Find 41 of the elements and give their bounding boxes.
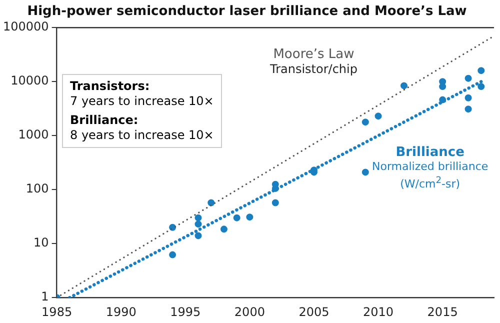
point (194, 214, 202, 222)
point (478, 83, 485, 90)
text: Moore’s Law (272, 47, 356, 62)
y-tick-label: 100000 (2, 20, 49, 34)
annotation: 7 years to increase 10× (70, 94, 214, 109)
annotation: Brilliance: (70, 113, 140, 128)
point (194, 232, 202, 240)
point (194, 220, 202, 228)
point (246, 214, 254, 221)
x-tick-label: 2010 (363, 304, 394, 319)
y-tick-label: 10000 (10, 74, 49, 88)
point (464, 74, 472, 82)
annotation: Transistor/chip (270, 62, 358, 76)
x-tick-label: 2015 (427, 304, 458, 319)
point (478, 67, 485, 74)
point (362, 118, 369, 126)
point (439, 83, 446, 90)
x-tick-label: 2000 (234, 304, 265, 319)
y-tick-label: 100 (26, 182, 49, 196)
point (220, 226, 228, 233)
point (362, 168, 369, 176)
y-tick-label: 1000 (18, 128, 49, 142)
chart-title: High-power semiconductor laser brilliance and Moore’s Law (27, 4, 467, 20)
point (233, 214, 240, 222)
point (400, 82, 408, 90)
y-tick-label: 1 (41, 290, 49, 304)
point (272, 199, 279, 206)
point (464, 94, 472, 102)
series-label: Brilliance (394, 145, 466, 160)
point (374, 112, 382, 120)
annotation: 8 years to increase 10× (70, 128, 214, 143)
x-tick-label: 1995 (170, 304, 201, 319)
x-tick-label: 1990 (106, 304, 136, 319)
x-tick-label: 1985 (42, 304, 72, 319)
annotation: Normalized brilliance (W/cm$^{2}$-sr) (372, 160, 488, 192)
x-tick-label: 2005 (298, 304, 330, 319)
point (208, 199, 215, 206)
point (464, 106, 472, 113)
point (169, 251, 176, 258)
annotation: Transistors: (70, 79, 151, 94)
y-tick-label: 10 (34, 236, 49, 250)
